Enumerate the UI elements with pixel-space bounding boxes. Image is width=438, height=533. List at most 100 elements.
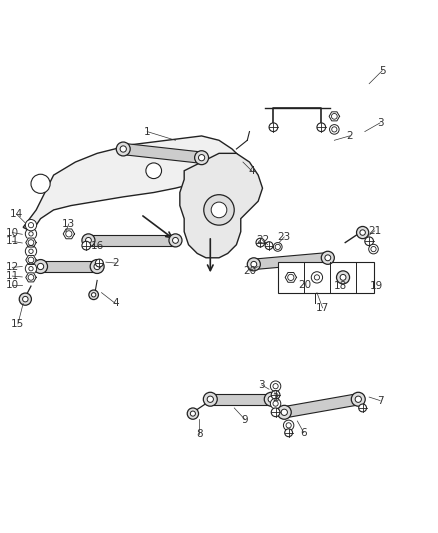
Circle shape	[29, 232, 33, 236]
Circle shape	[277, 405, 291, 419]
Circle shape	[31, 174, 50, 193]
Circle shape	[90, 260, 104, 273]
Text: 3: 3	[377, 118, 383, 128]
Circle shape	[207, 396, 213, 402]
Circle shape	[271, 408, 280, 417]
Text: 6: 6	[300, 428, 307, 438]
Polygon shape	[41, 261, 97, 272]
Text: 5: 5	[379, 66, 385, 76]
Circle shape	[173, 237, 178, 244]
Circle shape	[371, 246, 376, 252]
Circle shape	[336, 271, 350, 284]
Circle shape	[211, 202, 227, 218]
Circle shape	[23, 296, 28, 302]
Circle shape	[269, 123, 278, 132]
Circle shape	[25, 220, 37, 231]
Circle shape	[317, 123, 325, 132]
Circle shape	[321, 251, 334, 264]
Circle shape	[95, 259, 103, 267]
Circle shape	[89, 290, 99, 300]
Text: 14: 14	[10, 209, 23, 219]
Polygon shape	[88, 235, 176, 246]
Text: 1: 1	[144, 126, 151, 136]
Circle shape	[146, 163, 162, 179]
Text: 10: 10	[6, 228, 19, 238]
Circle shape	[351, 392, 365, 406]
Circle shape	[29, 249, 33, 254]
Circle shape	[270, 398, 281, 409]
Circle shape	[169, 234, 182, 247]
Circle shape	[311, 272, 322, 283]
Polygon shape	[63, 229, 74, 239]
Circle shape	[203, 392, 217, 406]
Circle shape	[314, 275, 320, 280]
Circle shape	[94, 263, 100, 270]
Text: 16: 16	[91, 240, 104, 251]
Polygon shape	[123, 143, 202, 163]
Circle shape	[204, 195, 234, 225]
Circle shape	[273, 243, 282, 251]
Circle shape	[325, 255, 331, 261]
Circle shape	[270, 381, 281, 391]
Text: 12: 12	[6, 262, 19, 272]
Text: 11: 11	[6, 236, 19, 246]
Text: 2: 2	[346, 131, 353, 141]
Circle shape	[82, 241, 91, 250]
Circle shape	[268, 396, 274, 402]
Polygon shape	[26, 238, 36, 247]
Circle shape	[329, 125, 339, 134]
Text: 20: 20	[243, 266, 256, 276]
Circle shape	[283, 420, 294, 431]
Text: 9: 9	[242, 415, 248, 425]
Circle shape	[82, 234, 95, 247]
Circle shape	[191, 411, 195, 416]
Circle shape	[273, 401, 278, 406]
Polygon shape	[23, 136, 241, 232]
Circle shape	[256, 238, 265, 247]
Polygon shape	[285, 272, 297, 282]
Circle shape	[275, 244, 280, 249]
Circle shape	[285, 429, 293, 437]
Circle shape	[265, 241, 273, 249]
Circle shape	[359, 404, 367, 412]
Circle shape	[34, 260, 47, 273]
Circle shape	[85, 237, 92, 244]
Circle shape	[25, 246, 37, 257]
Text: 11: 11	[6, 271, 19, 281]
Circle shape	[120, 146, 127, 152]
Circle shape	[360, 230, 365, 235]
Polygon shape	[329, 112, 339, 121]
Text: 18: 18	[333, 281, 346, 291]
Polygon shape	[26, 273, 36, 282]
Circle shape	[355, 396, 361, 402]
Circle shape	[251, 261, 257, 267]
Text: 20: 20	[299, 280, 312, 290]
Circle shape	[187, 408, 198, 419]
Text: 17: 17	[316, 303, 329, 313]
Circle shape	[357, 227, 369, 239]
Circle shape	[25, 228, 37, 239]
Polygon shape	[283, 394, 359, 418]
Circle shape	[286, 423, 291, 428]
Circle shape	[369, 244, 378, 254]
Text: 4: 4	[112, 298, 119, 309]
Circle shape	[340, 274, 346, 280]
Text: 21: 21	[368, 226, 381, 236]
Circle shape	[247, 258, 260, 271]
Text: 4: 4	[248, 166, 255, 176]
Polygon shape	[180, 154, 262, 258]
Circle shape	[273, 384, 278, 389]
Text: 3: 3	[258, 380, 265, 390]
Text: 8: 8	[196, 429, 203, 439]
Text: 13: 13	[62, 219, 75, 229]
Circle shape	[271, 391, 280, 399]
Text: 7: 7	[377, 395, 383, 406]
Circle shape	[28, 223, 34, 228]
FancyBboxPatch shape	[278, 262, 374, 293]
Text: 19: 19	[370, 281, 383, 291]
Circle shape	[92, 293, 96, 297]
Circle shape	[29, 266, 33, 271]
Circle shape	[281, 409, 287, 415]
Polygon shape	[210, 393, 271, 405]
Circle shape	[332, 127, 337, 132]
